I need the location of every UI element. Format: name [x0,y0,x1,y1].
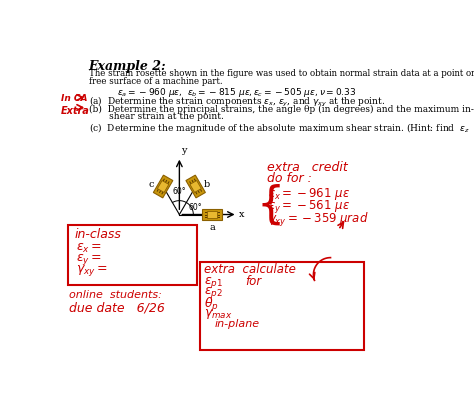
Text: $\varepsilon_y = -561\ \mu\varepsilon$: $\varepsilon_y = -561\ \mu\varepsilon$ [268,198,351,215]
Text: $\varepsilon_{p1}$: $\varepsilon_{p1}$ [204,275,223,290]
Text: $\varepsilon_x = -961\ \mu\varepsilon$: $\varepsilon_x = -961\ \mu\varepsilon$ [268,186,351,202]
Text: free surface of a machine part.: free surface of a machine part. [89,77,222,86]
Text: $\varepsilon_x =$: $\varepsilon_x =$ [76,242,102,255]
Text: $\varepsilon_{p2}$: $\varepsilon_{p2}$ [204,285,223,300]
Text: $\varepsilon_c = -505\ \mu\varepsilon,$: $\varepsilon_c = -505\ \mu\varepsilon,$ [253,86,318,99]
FancyBboxPatch shape [200,262,364,350]
Text: $\gamma_{xy} =$: $\gamma_{xy} =$ [76,263,108,278]
Text: a: a [209,223,215,232]
Text: (b)  Determine the principal strains, the angle θp (in degrees) and the maximum : (b) Determine the principal strains, the… [89,104,474,113]
Text: in-plane: in-plane [214,319,259,329]
Text: do for :: do for : [267,172,312,185]
Text: $\varepsilon_b = -815\ \mu\varepsilon,$: $\varepsilon_b = -815\ \mu\varepsilon,$ [187,86,253,99]
Polygon shape [157,181,169,193]
Polygon shape [154,175,173,198]
Text: $\theta_p$: $\theta_p$ [204,296,219,314]
Text: for: for [245,275,262,288]
Text: 60°: 60° [173,188,186,197]
Text: x: x [239,210,245,219]
Text: (c)  Determine the magnitude of the absolute maximum shear strain. (Hint: find  : (c) Determine the magnitude of the absol… [89,121,474,135]
Text: $\gamma_{xy} = -359\ \mu rad$: $\gamma_{xy} = -359\ \mu rad$ [268,211,369,228]
Text: Extra: Extra [61,106,90,116]
Text: in-class: in-class [75,228,122,241]
Text: $\varepsilon_y =$: $\varepsilon_y =$ [76,252,102,267]
Polygon shape [202,209,222,220]
Text: b: b [203,180,210,189]
Text: The strain rosette shown in the figure was used to obtain normal strain data at : The strain rosette shown in the figure w… [89,69,474,78]
Text: online  students:: online students: [69,290,162,300]
Text: shear strain at the point.: shear strain at the point. [89,112,224,121]
Text: $\gamma_{max}$: $\gamma_{max}$ [204,307,233,321]
Text: 60°: 60° [189,203,202,212]
Text: $\nu = 0.33$: $\nu = 0.33$ [319,86,356,97]
Text: In CA: In CA [61,93,87,103]
FancyBboxPatch shape [68,225,197,285]
Text: extra   credit: extra credit [267,161,348,174]
Text: due date   6/26: due date 6/26 [69,302,164,315]
Text: $\varepsilon_a = -960\ \mu\varepsilon,$: $\varepsilon_a = -960\ \mu\varepsilon,$ [118,86,183,99]
Text: extra  calculate: extra calculate [204,263,296,276]
Text: y: y [181,146,186,155]
Text: (a)  Determine the strain components $\varepsilon_x$, $\varepsilon_y$, and $\gam: (a) Determine the strain components $\va… [89,95,385,109]
Text: {: { [257,184,285,227]
Polygon shape [207,211,217,218]
Text: Example 2:: Example 2: [89,60,166,73]
Text: c: c [148,180,154,189]
Polygon shape [190,181,201,193]
Polygon shape [186,175,205,198]
